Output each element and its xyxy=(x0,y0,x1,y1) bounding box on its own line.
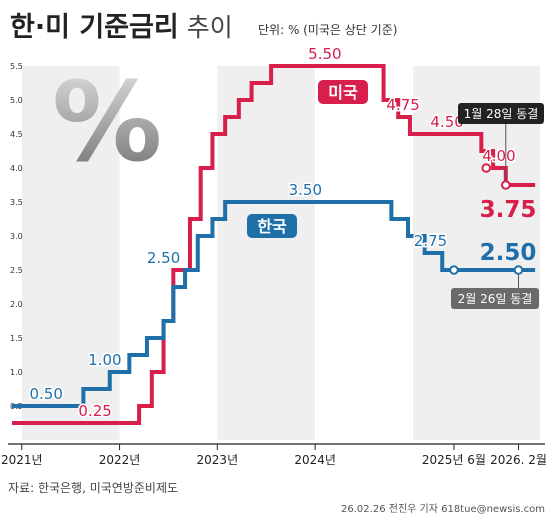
kr-value-label: 1.00 xyxy=(88,351,121,369)
kr-tag-label: 한국 xyxy=(257,217,287,236)
us-tag-label: 미국 xyxy=(328,83,358,102)
source-note: 자료: 한국은행, 미국연방준비제도 xyxy=(8,480,178,495)
y-tick-label: 1.0 xyxy=(10,368,23,377)
us-value-label: 4.75 xyxy=(386,96,419,114)
us-value-label: 5.50 xyxy=(308,45,341,63)
kr-freeze-callout: 2월 26일 동결 xyxy=(451,274,539,309)
kr-marker xyxy=(449,265,459,275)
x-tick-label: 2022년 xyxy=(99,453,141,467)
kr-tag-box xyxy=(247,214,297,238)
kr-marker xyxy=(513,265,524,275)
kr-value-label: 0.50 xyxy=(30,385,63,403)
y-tick-label: 5.0 xyxy=(10,96,23,105)
percent-decoration-icon: % xyxy=(52,58,162,186)
kr-rate-line xyxy=(12,200,536,408)
kr-callout-label: 2월 26일 동결 xyxy=(458,292,533,306)
kr-series-tag: 한국 xyxy=(247,214,297,238)
x-tick-label: 2021년 xyxy=(1,453,43,467)
y-tick-label: 4.5 xyxy=(10,130,23,139)
year-band xyxy=(217,66,316,440)
us-freeze-callout: 1월 28일 동결 xyxy=(458,103,544,181)
x-tick-label: 2023년 xyxy=(197,453,239,467)
unit-note: 단위: % (미국은 상단 기준) xyxy=(258,23,397,37)
us-final-value: 3.75 xyxy=(480,197,537,223)
us-value-label: 4.50 xyxy=(430,113,463,131)
x-tick-label: 2026. 2월 xyxy=(490,453,547,467)
y-tick-label: 3.5 xyxy=(10,198,23,207)
y-tick-label: 3.0 xyxy=(10,232,23,241)
us-value-label: 0.25 xyxy=(78,402,111,420)
kr-callout-box xyxy=(451,288,539,309)
y-tick-label: 1.5 xyxy=(10,334,23,343)
year-band xyxy=(21,66,120,440)
x-tick-label: 2025년 6월 xyxy=(422,453,486,467)
kr-final-value: 2.50 xyxy=(480,240,537,266)
credit-note: 26.02.26 전진우 기자 618tue@newsis.com xyxy=(341,503,545,515)
y-tick-label: 2.5 xyxy=(10,266,23,275)
kr-value-label: 2.50 xyxy=(147,249,180,267)
y-tick-label: 4.0 xyxy=(10,164,23,173)
kr-value-label: 2.75 xyxy=(414,232,447,250)
y-tick-label: 2.0 xyxy=(10,300,23,309)
us-series-tag: 미국 xyxy=(318,80,368,104)
us-tag-box xyxy=(318,80,368,104)
y-tick-label: 5.5 xyxy=(10,62,23,71)
us-callout-box xyxy=(458,103,544,124)
kr-value-label: 3.50 xyxy=(289,181,322,199)
us-callout-label: 1월 28일 동결 xyxy=(464,107,539,121)
chart-title: 한·미 기준금리 추이 xyxy=(10,12,233,43)
us-marker xyxy=(500,180,511,190)
x-tick-label: 2024년 xyxy=(294,453,336,467)
us-marker xyxy=(481,163,492,173)
us-value-label: 4.00 xyxy=(482,147,515,165)
